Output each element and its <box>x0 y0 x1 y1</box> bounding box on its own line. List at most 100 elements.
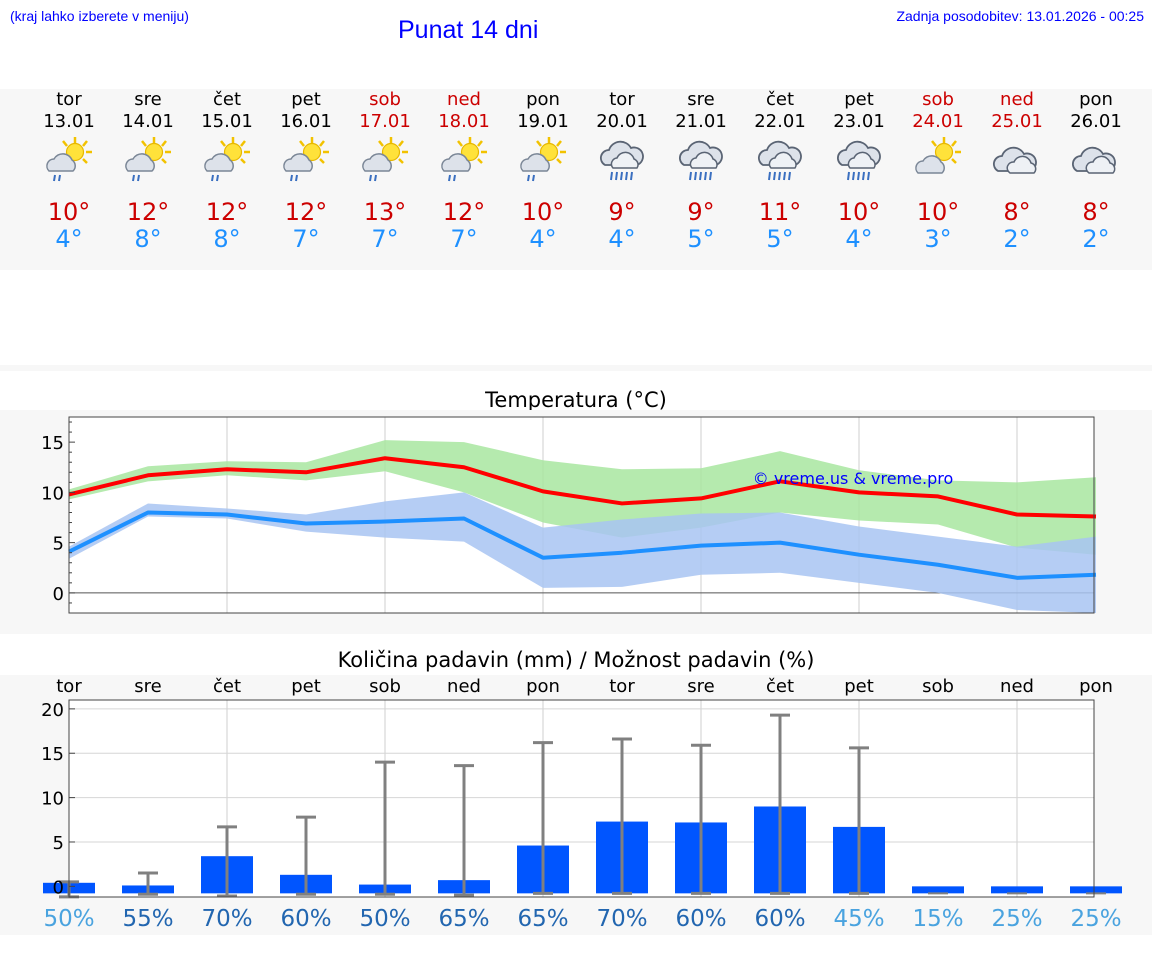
region-hint: (kraj lahko izberete v meniju) <box>10 8 189 24</box>
day-name: sre <box>134 89 162 110</box>
precipitation-chart: tor sre čet pet sob ned pon tor sre čet pet sob ned p… <box>41 676 1122 932</box>
day-name: sre <box>687 89 715 110</box>
day-label: sre <box>687 676 714 697</box>
precip-bar <box>912 886 964 894</box>
day-name: ned <box>1000 89 1034 110</box>
day-label: pet <box>844 676 874 697</box>
sun-cloud-rain-icon <box>122 135 174 185</box>
day-label: sob <box>922 676 954 697</box>
day-date: 16.01 <box>280 111 332 132</box>
day-date: 18.01 <box>438 111 490 132</box>
max-temp-line <box>68 456 1097 519</box>
day-label: pet <box>291 676 321 697</box>
day-date: 24.01 <box>912 111 964 132</box>
precip-probability: 50% <box>43 906 94 932</box>
precip-probability: 65% <box>517 906 568 932</box>
cloud-icon <box>991 135 1043 185</box>
sun-cloud-rain-icon <box>201 135 253 185</box>
sun-cloud-rain-icon <box>280 135 332 185</box>
precip-bar <box>991 886 1043 894</box>
temp-max: 10° <box>521 198 565 226</box>
plot-frame <box>68 416 1095 614</box>
temp-max: 11° <box>758 198 802 226</box>
y-tick-label: 15 <box>41 744 64 765</box>
temp-max: 12° <box>205 198 249 226</box>
sun-cloud-rain-icon <box>438 135 490 185</box>
precip-probability: 15% <box>912 906 963 932</box>
precip-probability: 55% <box>122 906 173 932</box>
page-title: Punat 14 dni <box>398 16 539 44</box>
day-name: pon <box>526 89 560 110</box>
temp-min: 4° <box>55 225 83 253</box>
temp-min: 2° <box>1003 225 1031 253</box>
temperature-chart-title: Temperatura (°C) <box>485 388 667 412</box>
temp-min: 5° <box>687 225 715 253</box>
day-label: čet <box>766 676 794 697</box>
temp-min: 7° <box>450 225 478 253</box>
day-label: pon <box>526 676 560 697</box>
cloud-rain-icon <box>833 135 885 185</box>
day-label: tor <box>56 676 82 697</box>
day-date: 26.01 <box>1070 111 1122 132</box>
day-name: sob <box>922 89 954 110</box>
temp-min: 8° <box>213 225 241 253</box>
day-name: čet <box>765 89 795 110</box>
day-name: ned <box>447 89 481 110</box>
temp-min: 7° <box>371 225 399 253</box>
y-tick-label: 10 <box>41 483 64 504</box>
precip-probability: 65% <box>438 906 489 932</box>
cloud-rain-icon <box>754 135 806 185</box>
precip-probability: 25% <box>1070 906 1121 932</box>
day-label: sre <box>134 676 161 697</box>
day-date: 21.01 <box>675 111 727 132</box>
day-label: tor <box>609 676 635 697</box>
day-date: 19.01 <box>517 111 569 132</box>
day-date: 15.01 <box>201 111 253 132</box>
y-tick-label: 20 <box>41 700 64 721</box>
temp-max: 12° <box>284 198 328 226</box>
y-tick-label: 0 <box>53 584 64 605</box>
temp-max: 10° <box>47 198 91 226</box>
y-tick-label: 0 <box>53 877 64 898</box>
y-tick-label: 10 <box>41 789 64 810</box>
day-name: čet <box>212 89 242 110</box>
sun-cloud-rain-icon <box>43 135 95 185</box>
temp-max: 8° <box>1003 198 1031 226</box>
day-label: pon <box>1079 676 1113 697</box>
day-date: 25.01 <box>991 111 1043 132</box>
day-date: 20.01 <box>596 111 648 132</box>
day-name: pet <box>844 89 874 110</box>
day-label: ned <box>447 676 481 697</box>
day-name: tor <box>56 89 82 110</box>
temp-min: 4° <box>608 225 636 253</box>
temp-max: 10° <box>837 198 881 226</box>
day-name: sob <box>369 89 401 110</box>
day-date: 13.01 <box>43 111 95 132</box>
temp-min: 3° <box>924 225 952 253</box>
temp-min: 2° <box>1082 225 1110 253</box>
precip-probability: 50% <box>359 906 410 932</box>
last-updated: Zadnja posodobitev: 13.01.2026 - 00:25 <box>896 8 1144 24</box>
precip-probability: 25% <box>991 906 1042 932</box>
temp-max: 10° <box>916 198 960 226</box>
temp-min: 5° <box>766 225 794 253</box>
temp-max: 12° <box>126 198 170 226</box>
y-tick-label: 5 <box>53 534 64 555</box>
y-tick-label: 15 <box>41 433 64 454</box>
watermark: © vreme.us & vreme.pro <box>753 469 954 488</box>
cloud-icon <box>1070 135 1122 185</box>
temp-max: 13° <box>363 198 407 226</box>
min-temp-line <box>68 510 1097 580</box>
day-name: tor <box>609 89 635 110</box>
precip-probability: 70% <box>596 906 647 932</box>
forecast-strip: tor 13.01 10° 4° sre 14.01 12° 8° čet 15.01 12° 8° p… <box>0 89 1152 270</box>
plot-frame <box>68 699 1095 898</box>
temp-max: 9° <box>687 198 715 226</box>
precip-bar <box>1070 886 1122 894</box>
temp-min: 7° <box>292 225 320 253</box>
temp-max: 8° <box>1082 198 1110 226</box>
strip-divider <box>0 365 1152 371</box>
cloud-rain-icon <box>596 135 648 185</box>
sun-cloud-rain-icon <box>517 135 569 185</box>
day-label: čet <box>213 676 241 697</box>
